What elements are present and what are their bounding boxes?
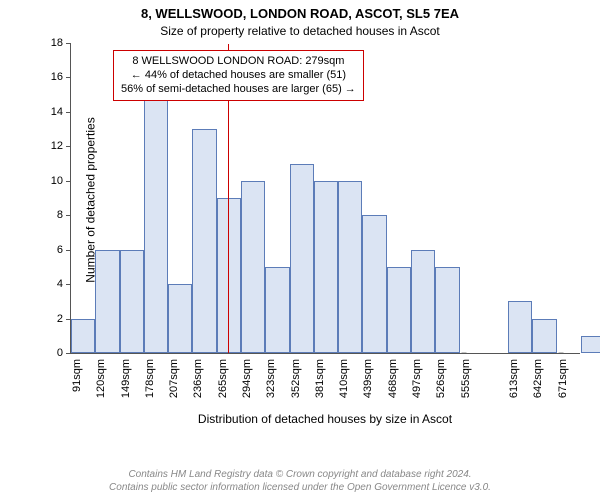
x-tick: 613sqm — [508, 353, 520, 398]
y-tick: 4 — [57, 278, 71, 290]
annotation-line: 56% of semi-detached houses are larger (… — [121, 83, 356, 97]
y-tick: 0 — [57, 347, 71, 359]
annotation-box: 8 WELLSWOOD LONDON ROAD: 279sqm← 44% of … — [113, 50, 364, 101]
histogram-bar — [241, 181, 265, 353]
x-tick: 555sqm — [460, 353, 472, 398]
x-axis-label: Distribution of detached houses by size … — [70, 412, 580, 426]
chart-container: 8, WELLSWOOD, LONDON ROAD, ASCOT, SL5 7E… — [0, 0, 600, 500]
x-tick: 91sqm — [71, 353, 83, 392]
histogram-bar — [95, 250, 119, 353]
histogram-bar — [532, 319, 556, 353]
x-tick: 526sqm — [435, 353, 447, 398]
histogram-bar — [71, 319, 95, 353]
x-tick: 178sqm — [144, 353, 156, 398]
plot-area: 02468101214161891sqm120sqm149sqm178sqm20… — [70, 44, 580, 354]
annotation-line: ← 44% of detached houses are smaller (51… — [121, 69, 356, 83]
histogram-bar — [338, 181, 362, 353]
x-tick: 381sqm — [314, 353, 326, 398]
chart-subtitle: Size of property relative to detached ho… — [0, 24, 600, 38]
x-tick: 671sqm — [557, 353, 569, 398]
y-tick: 6 — [57, 244, 71, 256]
footer-line-2: Contains public sector information licen… — [109, 482, 491, 493]
footer-attribution: Contains HM Land Registry data © Crown c… — [0, 468, 600, 494]
histogram-bar — [265, 267, 289, 353]
x-tick: 120sqm — [95, 353, 107, 398]
chart-title: 8, WELLSWOOD, LONDON ROAD, ASCOT, SL5 7E… — [0, 6, 600, 21]
x-tick: 265sqm — [217, 353, 229, 398]
y-tick: 12 — [51, 140, 71, 152]
histogram-bar — [435, 267, 459, 353]
y-tick: 10 — [51, 175, 71, 187]
histogram-bar — [120, 250, 144, 353]
annotation-line: 8 WELLSWOOD LONDON ROAD: 279sqm — [121, 55, 356, 69]
y-tick: 2 — [57, 313, 71, 325]
histogram-bar — [192, 129, 216, 353]
histogram-bar — [581, 336, 600, 353]
x-tick: 323sqm — [265, 353, 277, 398]
x-tick: 439sqm — [362, 353, 374, 398]
x-tick: 497sqm — [411, 353, 423, 398]
y-tick: 18 — [51, 37, 71, 49]
histogram-bar — [362, 215, 386, 353]
y-tick: 16 — [51, 71, 71, 83]
y-tick: 8 — [57, 209, 71, 221]
x-tick: 468sqm — [387, 353, 399, 398]
x-tick: 207sqm — [168, 353, 180, 398]
histogram-bar — [168, 284, 192, 353]
histogram-bar — [411, 250, 435, 353]
x-tick: 294sqm — [241, 353, 253, 398]
x-tick: 410sqm — [338, 353, 350, 398]
histogram-bar — [290, 164, 314, 353]
histogram-bar — [314, 181, 338, 353]
histogram-bar — [387, 267, 411, 353]
histogram-bar — [508, 301, 532, 353]
histogram-bar — [144, 95, 168, 353]
y-tick: 14 — [51, 106, 71, 118]
x-tick: 236sqm — [192, 353, 204, 398]
x-tick: 149sqm — [120, 353, 132, 398]
x-tick: 352sqm — [290, 353, 302, 398]
x-tick: 642sqm — [532, 353, 544, 398]
footer-line-1: Contains HM Land Registry data © Crown c… — [128, 469, 471, 480]
